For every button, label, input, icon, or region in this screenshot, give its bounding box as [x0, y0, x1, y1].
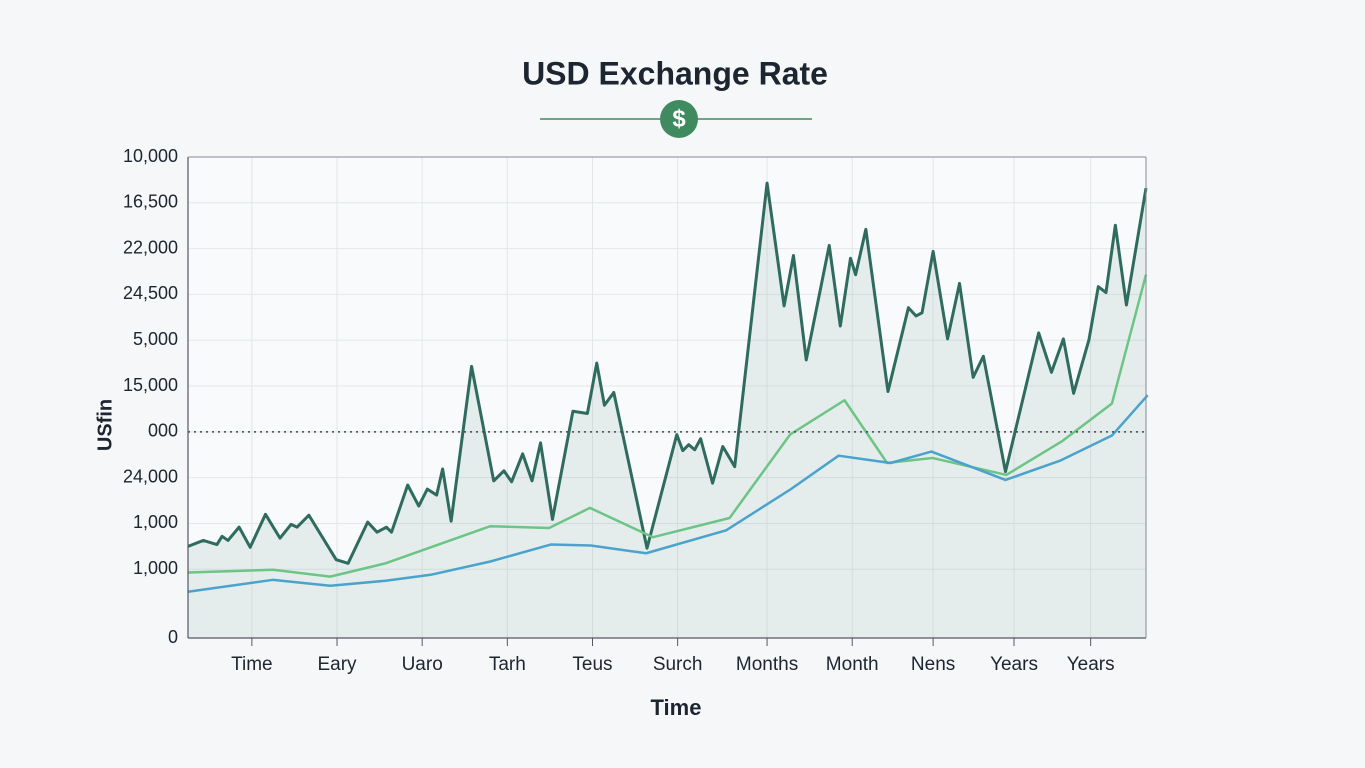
- x-tick-label: Years: [1067, 654, 1115, 675]
- series-line: [187, 274, 1148, 578]
- chart-title: USD Exchange Rate: [522, 55, 828, 91]
- dollar-icon-text: $: [672, 105, 686, 132]
- x-tick-label: Surch: [653, 654, 703, 675]
- y-tick-label: 16,500: [123, 192, 178, 212]
- y-tick-label: 1,000: [133, 558, 178, 578]
- x-tick-label: Tarh: [489, 654, 526, 675]
- x-tick-label: Months: [736, 654, 798, 675]
- x-tick-label: Uaro: [402, 654, 443, 675]
- y-tick-label: 1,000: [133, 512, 178, 532]
- series-area: [188, 183, 1146, 638]
- x-axis-title: Time: [651, 695, 702, 720]
- y-tick-label: 22,000: [123, 237, 178, 257]
- y-tick-label: 24,000: [123, 466, 178, 486]
- dollar-icon: [660, 100, 698, 138]
- y-tick-label: 000: [148, 421, 178, 441]
- y-tick-label: 15,000: [123, 375, 178, 395]
- x-tick-label: Month: [826, 654, 879, 675]
- x-tick-label: Teus: [572, 654, 612, 675]
- y-axis-title: USfin: [94, 399, 116, 451]
- x-tick-label: Nens: [911, 654, 955, 675]
- x-tick-label: Time: [231, 654, 273, 675]
- y-tick-label: 10,000: [123, 146, 178, 166]
- series-line: [187, 394, 1149, 593]
- y-tick-label: 24,500: [123, 283, 178, 303]
- y-tick-label: 0: [168, 627, 178, 647]
- plot-background: [188, 157, 1146, 638]
- series-line: [187, 181, 1148, 565]
- y-tick-label: 5,000: [133, 329, 178, 349]
- x-tick-label: Eary: [317, 654, 357, 675]
- x-tick-label: Years: [990, 654, 1038, 675]
